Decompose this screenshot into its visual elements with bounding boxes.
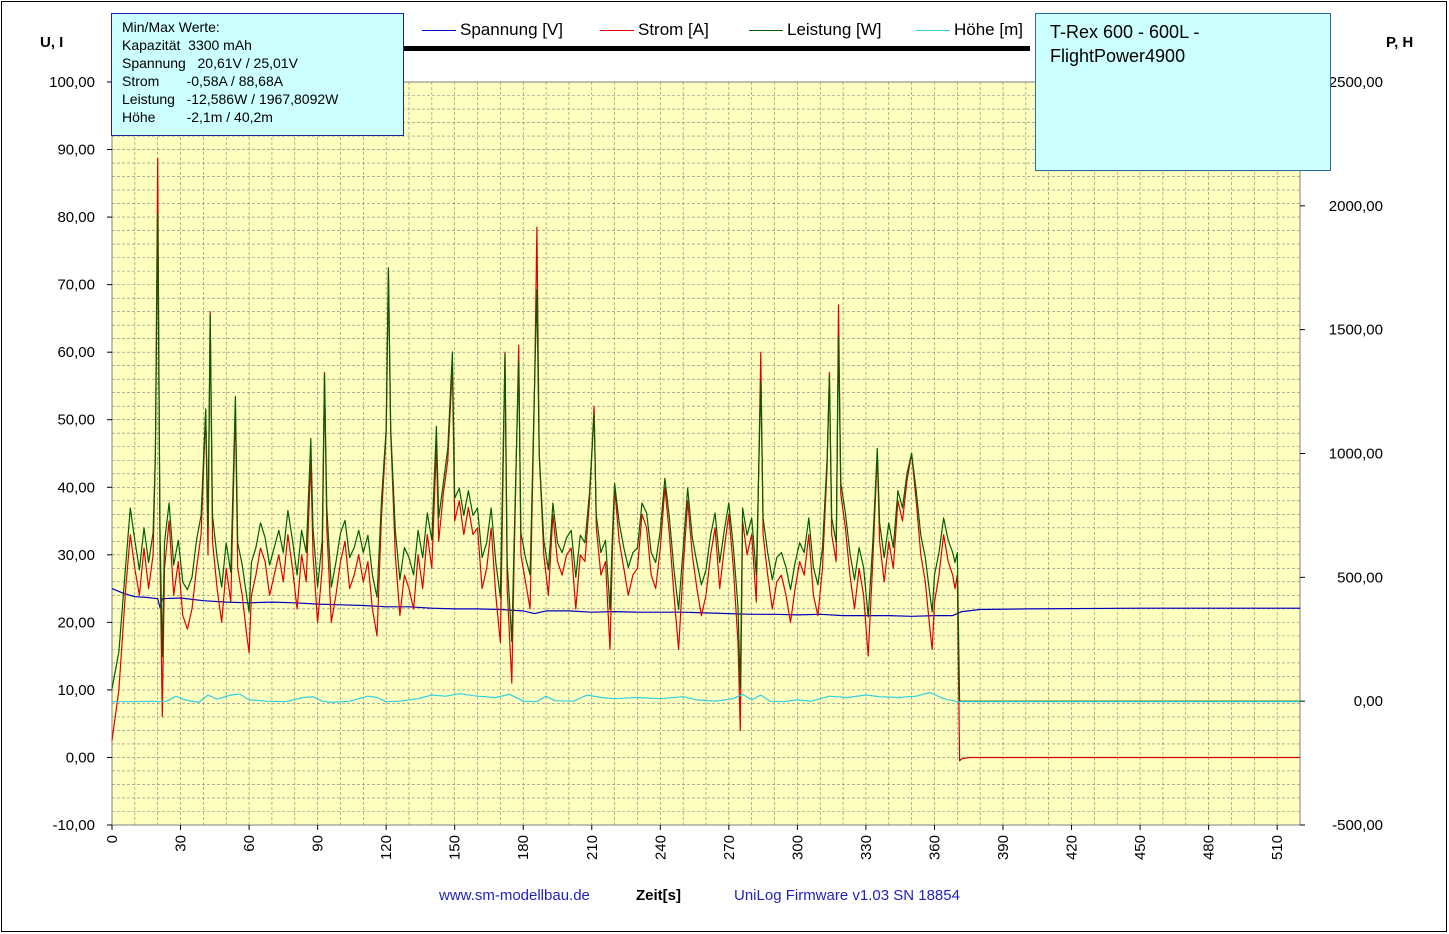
- series-line-4: [112, 691, 1300, 704]
- x-tick-label: 390: [995, 835, 1012, 860]
- x-tick-label: 150: [447, 835, 464, 860]
- minmax-capacity: Kapazität 3300 mAh: [122, 37, 252, 53]
- y-right-tick-label: 1000,00: [1329, 446, 1383, 463]
- legend-label-strom: Strom [A]: [638, 20, 709, 39]
- x-tick-label: 330: [858, 835, 875, 860]
- y-left-tick-label: 30,00: [57, 547, 95, 564]
- y-left-tick-label: -10,00: [52, 817, 95, 834]
- y-left-tick-label: 60,00: [57, 344, 95, 361]
- chart-title-line-2: FlightPower4900: [1050, 46, 1186, 66]
- x-tick-label: 210: [584, 835, 601, 860]
- x-tick-label: 0: [104, 835, 121, 843]
- series-line-3: [111, 213, 1300, 702]
- footer-website-link[interactable]: www.sm-modellbau.de: [439, 887, 590, 904]
- y-right-tick-label: -500,00: [1332, 817, 1383, 834]
- minmax-current: Strom -0,58A / 88,68A: [122, 73, 284, 89]
- y-left-tick-label: 100,00: [49, 74, 95, 91]
- y-left-tick-label: 50,00: [57, 412, 95, 429]
- y-right-tick-label: 0,00: [1354, 693, 1383, 710]
- x-tick-label: 480: [1201, 835, 1218, 860]
- x-tick-label: 60: [241, 835, 258, 852]
- y-left-tick-label: 70,00: [57, 277, 95, 294]
- minmax-voltage: Spannung 20,61V / 25,01V: [122, 55, 298, 71]
- legend-swatch-hoehe: [916, 30, 950, 32]
- series-line-1: [111, 588, 1300, 617]
- footer-firmware-info: UniLog Firmware v1.03 SN 18854: [734, 887, 960, 904]
- y-axis-right-title: P, H: [1386, 34, 1413, 51]
- x-tick-label: 510: [1269, 835, 1286, 860]
- legend-swatch-strom: [600, 30, 634, 32]
- y-left-tick-label: 90,00: [57, 142, 95, 159]
- legend-underline: [400, 46, 1030, 51]
- y-right-tick-label: 500,00: [1337, 569, 1383, 586]
- y-right-tick-label: 1500,00: [1329, 322, 1383, 339]
- x-tick-label: 270: [721, 835, 738, 860]
- legend-item-hoehe: Höhe [m]: [916, 20, 1023, 40]
- y-right-tick-label: 2500,00: [1329, 74, 1383, 91]
- x-tick-label: 90: [310, 835, 327, 852]
- legend-label-hoehe: Höhe [m]: [954, 20, 1023, 39]
- minmax-values-box: Min/Max Werte: Kapazität 3300 mAh Spannu…: [111, 13, 404, 136]
- y-left-tick-label: 80,00: [57, 209, 95, 226]
- x-tick-label: 180: [515, 835, 532, 860]
- y-right-tick-label: 2000,00: [1329, 198, 1383, 215]
- legend-label-spannung: Spannung [V]: [460, 20, 564, 39]
- x-tick-label: 240: [652, 835, 669, 860]
- y-left-tick-label: 20,00: [57, 614, 95, 631]
- minmax-height: Höhe -2,1m / 40,2m: [122, 109, 273, 125]
- minmax-header: Min/Max Werte:: [122, 19, 220, 35]
- legend-item-leistung: Leistung [W]: [749, 20, 882, 40]
- x-tick-label: 360: [926, 835, 943, 860]
- x-tick-label: 30: [173, 835, 190, 852]
- legend-swatch-leistung: [749, 30, 783, 32]
- y-left-tick-label: 40,00: [57, 479, 95, 496]
- x-tick-label: 120: [378, 835, 395, 860]
- legend-swatch-spannung: [422, 30, 456, 32]
- y-left-tick-label: 0,00: [66, 749, 95, 766]
- legend-label-leistung: Leistung [W]: [787, 20, 882, 39]
- minmax-power: Leistung -12,586W / 1967,8092W: [122, 91, 339, 107]
- x-tick-label: 450: [1132, 835, 1149, 860]
- x-tick-label: 420: [1064, 835, 1081, 860]
- legend-item-spannung: Spannung [V]: [422, 20, 563, 40]
- x-tick-label: 300: [789, 835, 806, 860]
- y-left-tick-label: 10,00: [57, 682, 95, 699]
- x-axis-title: Zeit[s]: [636, 887, 681, 904]
- y-axis-left-title: U, I: [40, 34, 63, 51]
- legend-item-strom: Strom [A]: [600, 20, 709, 40]
- chart-title-line-1: T-Rex 600 - 600L -: [1050, 22, 1200, 42]
- chart-title-box: T-Rex 600 - 600L - FlightPower4900: [1035, 13, 1331, 171]
